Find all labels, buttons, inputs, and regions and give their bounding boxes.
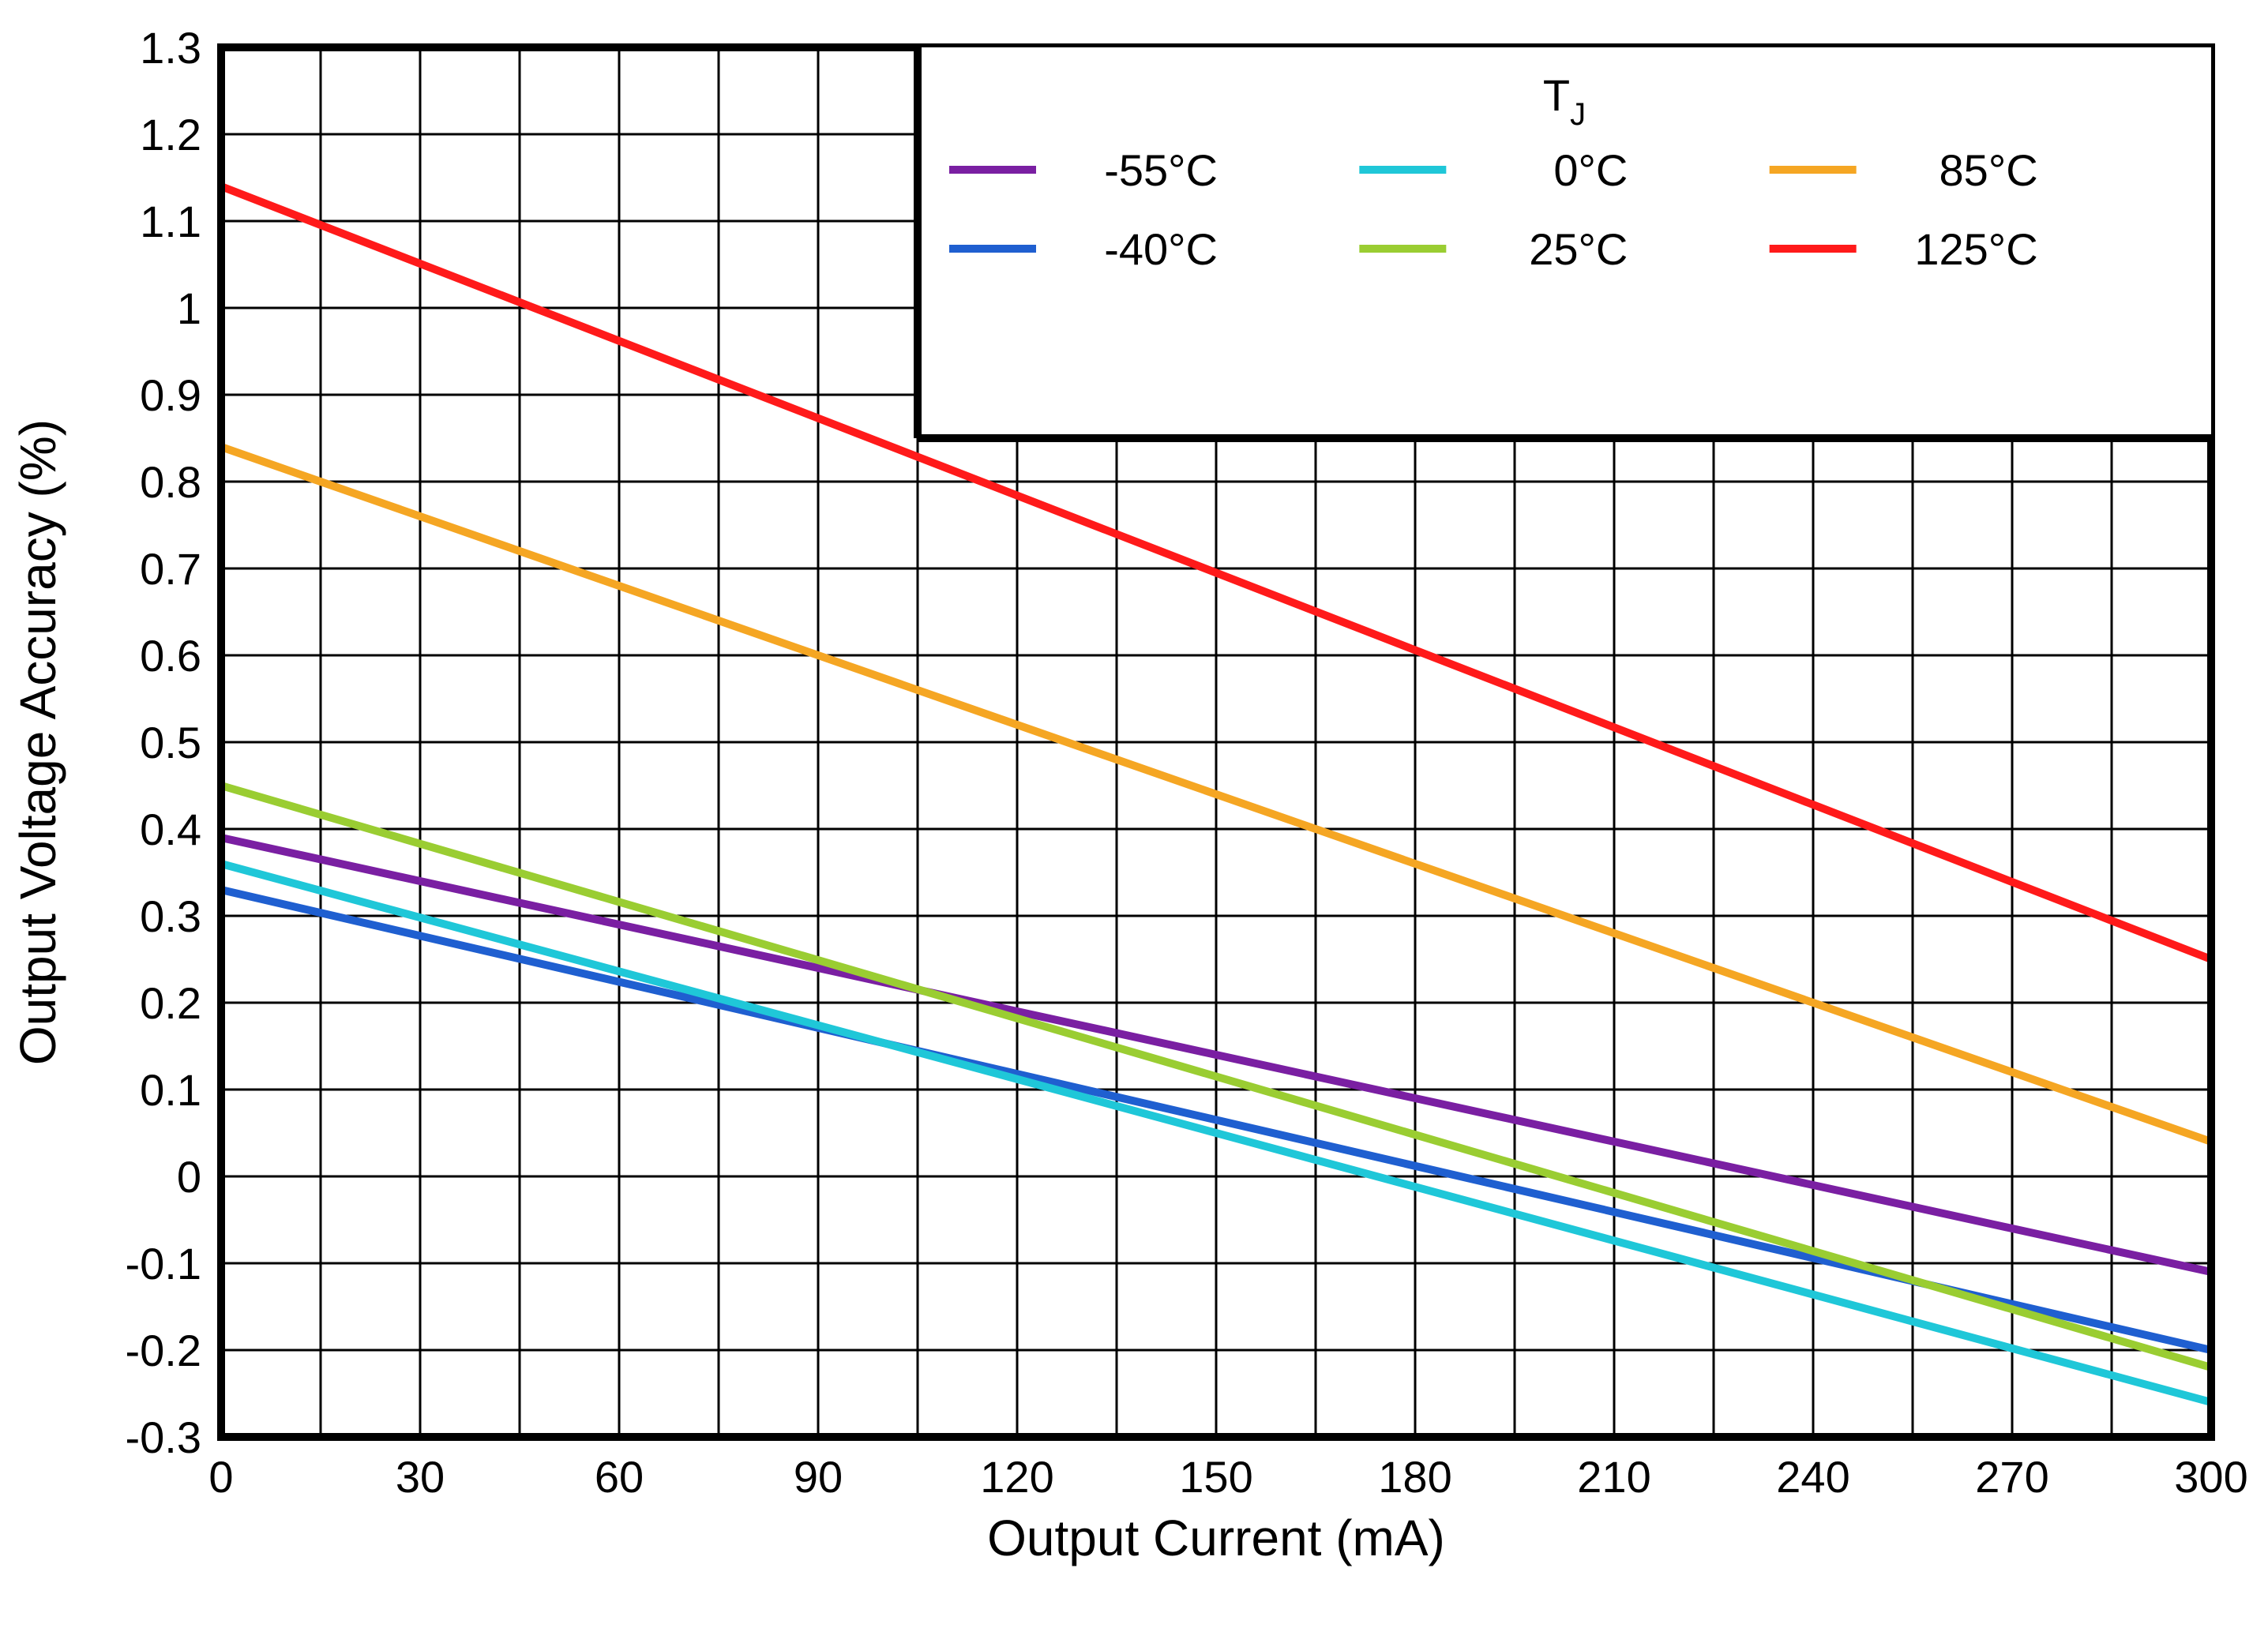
x-tick-label: 90 [794,1452,843,1502]
y-tick-label: -0.1 [126,1239,202,1289]
y-tick-label: 0.9 [140,370,201,420]
x-tick-label: 30 [396,1452,445,1502]
y-tick-label: 1.2 [140,110,201,159]
legend-label: 85°C [1939,145,2038,195]
x-tick-label: 0 [208,1452,233,1502]
x-tick-label: 150 [1179,1452,1252,1502]
y-tick-label: 1.3 [140,23,201,73]
legend-label: 25°C [1529,224,1628,274]
y-tick-label: 0 [177,1152,201,1202]
y-tick-label: 0.2 [140,978,201,1028]
x-tick-label: 120 [980,1452,1053,1502]
y-tick-label: 1.1 [140,197,201,246]
line-chart: 0 30 60 90 120 150 180 210 240 270 300 -0.3 -0.2 -0.1… [0,0,2268,1628]
y-tick-label: 0.8 [140,457,201,507]
y-tick-label: -0.3 [126,1412,202,1462]
x-tick-label: 210 [1577,1452,1650,1502]
y-tick-label: 0.5 [140,718,201,767]
chart-container: 0 30 60 90 120 150 180 210 240 270 300 -0.3 -0.2 -0.1… [0,0,2268,1628]
legend-label: -40°C [1104,224,1218,274]
x-tick-label: 270 [1975,1452,2048,1502]
y-tick-label: 0.6 [140,631,201,681]
legend-label: -55°C [1104,145,1218,195]
y-tick-label: 1 [177,283,201,333]
y-tick-label: 0.3 [140,891,201,941]
x-tick-label: 240 [1776,1452,1849,1502]
legend-label: 0°C [1553,145,1628,195]
legend: TJ-55°C-40°C0°C25°C85°C125°C [918,47,2211,438]
y-tick-label: 0.4 [140,805,201,854]
y-axis-label: Output Voltage Accuracy (%) [9,419,66,1065]
x-tick-label: 300 [2174,1452,2247,1502]
y-tick-label: -0.2 [126,1326,202,1375]
x-axis-label: Output Current (mA) [987,1510,1445,1566]
x-tick-label: 180 [1378,1452,1451,1502]
x-tick-label: 60 [595,1452,644,1502]
legend-label: 125°C [1914,224,2037,274]
y-tick-label: 0.7 [140,544,201,594]
y-tick-label: 0.1 [140,1065,201,1115]
